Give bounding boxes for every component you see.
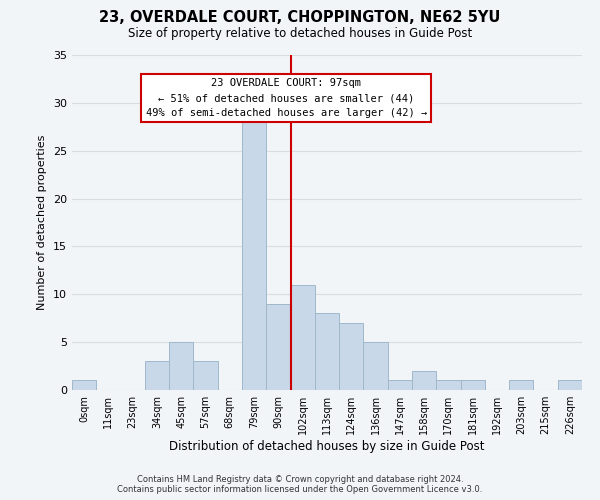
Text: Size of property relative to detached houses in Guide Post: Size of property relative to detached ho… — [128, 28, 472, 40]
Bar — [290, 284, 315, 390]
Bar — [266, 304, 290, 390]
Bar — [388, 380, 412, 390]
Bar — [72, 380, 96, 390]
Bar — [412, 371, 436, 390]
Text: 23, OVERDALE COURT, CHOPPINGTON, NE62 5YU: 23, OVERDALE COURT, CHOPPINGTON, NE62 5Y… — [100, 10, 500, 25]
Bar — [558, 380, 582, 390]
Bar — [461, 380, 485, 390]
Text: Contains public sector information licensed under the Open Government Licence v3: Contains public sector information licen… — [118, 484, 482, 494]
Text: 23 OVERDALE COURT: 97sqm
← 51% of detached houses are smaller (44)
49% of semi-d: 23 OVERDALE COURT: 97sqm ← 51% of detach… — [146, 78, 427, 118]
Bar — [145, 362, 169, 390]
Bar — [339, 323, 364, 390]
Bar — [364, 342, 388, 390]
Bar — [193, 362, 218, 390]
Bar — [169, 342, 193, 390]
Text: Contains HM Land Registry data © Crown copyright and database right 2024.: Contains HM Land Registry data © Crown c… — [137, 474, 463, 484]
Bar — [509, 380, 533, 390]
Bar — [242, 122, 266, 390]
Bar — [436, 380, 461, 390]
Bar — [315, 314, 339, 390]
Y-axis label: Number of detached properties: Number of detached properties — [37, 135, 47, 310]
X-axis label: Distribution of detached houses by size in Guide Post: Distribution of detached houses by size … — [169, 440, 485, 453]
